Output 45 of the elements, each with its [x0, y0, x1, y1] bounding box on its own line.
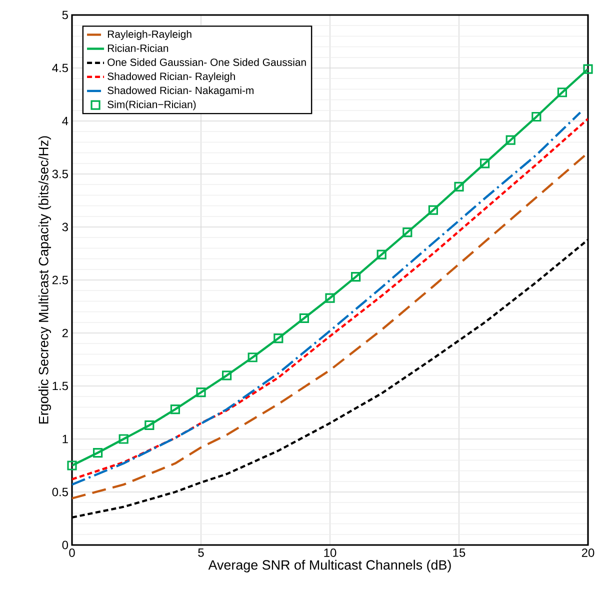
- point: [170, 404, 180, 414]
- point: [93, 448, 103, 458]
- y-tick-label: 3.5: [52, 170, 68, 178]
- y-tick-label: 2: [62, 328, 68, 338]
- point: [376, 250, 386, 260]
- y-axis-title: Ergodic Secrecy Multicast Capacity (bits/sec/Hz): [38, 136, 52, 424]
- point: [118, 434, 128, 444]
- point: [274, 333, 284, 344]
- x-tick-label: 10: [324, 548, 336, 557]
- legend-label: One Sided Gaussian- One Sided Gaussian: [108, 58, 306, 66]
- x-tick-label: 15: [453, 548, 466, 557]
- legend-label: Shadowed Rician- Nakagami-m: [108, 86, 254, 96]
- point: [196, 388, 206, 398]
- point: [402, 227, 412, 238]
- y-tick-label: 3: [62, 222, 68, 232]
- y-tick-label: 1: [62, 434, 68, 444]
- point: [583, 64, 593, 74]
- y-tick-label: 4: [62, 116, 68, 126]
- y-tick-label: 4.5: [52, 64, 68, 72]
- x-tick-label: 0: [69, 548, 75, 557]
- point: [325, 293, 335, 303]
- point: [222, 370, 232, 380]
- y-tick-label: 5: [62, 10, 68, 20]
- y-tick-label: 0.5: [52, 488, 68, 496]
- point: [144, 420, 154, 430]
- point: [299, 313, 310, 323]
- y-tick-label: 2.5: [52, 276, 68, 284]
- point: [248, 352, 258, 362]
- point: [428, 205, 438, 215]
- y-tick-label: 1.5: [52, 382, 68, 390]
- point: [351, 272, 361, 282]
- x-tick-label: 20: [582, 548, 594, 557]
- x-axis-title: Average SNR of Multicast Channels (dB): [208, 560, 451, 572]
- legend-label: Sim(Rician−Rician): [108, 100, 196, 110]
- point: [557, 88, 568, 98]
- point: [67, 460, 77, 470]
- point: [454, 182, 464, 192]
- y-tick-label: 0: [62, 540, 68, 550]
- legend-label: Rician-Rician: [108, 44, 168, 52]
- point: [532, 112, 542, 122]
- point: [506, 135, 516, 145]
- legend-label: Shadowed Rician- Rayleigh: [108, 72, 235, 82]
- legend-label: Rayleigh-Rayleigh: [108, 30, 192, 40]
- point: [480, 158, 490, 168]
- x-tick-label: 5: [198, 548, 204, 557]
